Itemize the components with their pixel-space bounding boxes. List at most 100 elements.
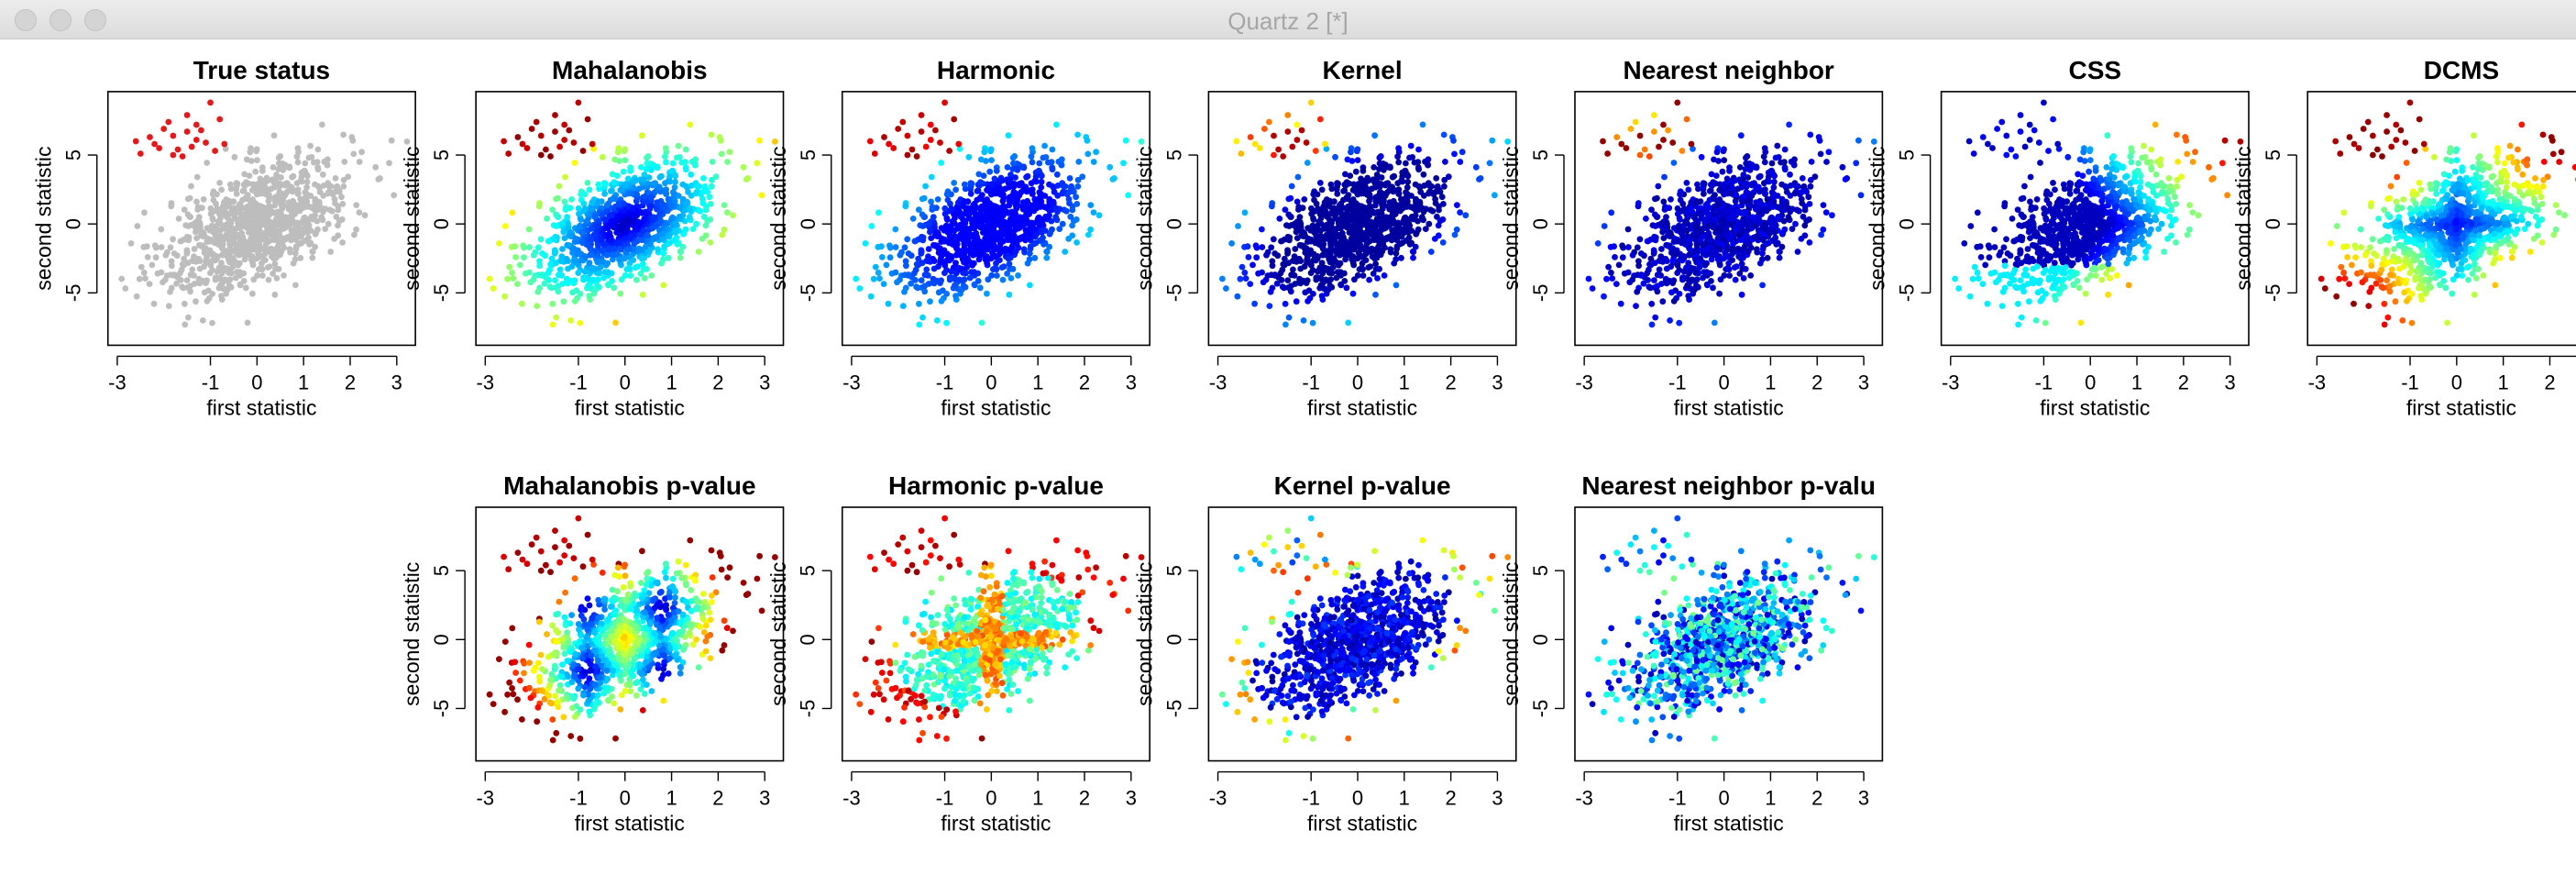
- close-window-button[interactable]: [15, 9, 37, 31]
- data-point: [1271, 132, 1277, 139]
- data-point: [904, 132, 911, 139]
- data-point: [257, 175, 264, 183]
- data-point: [158, 244, 165, 250]
- data-point: [561, 198, 568, 205]
- data-point: [1400, 202, 1407, 209]
- data-point: [528, 126, 535, 132]
- data-point: [918, 247, 925, 254]
- data-point: [982, 256, 989, 263]
- data-point: [999, 177, 1006, 184]
- data-point: [218, 293, 225, 300]
- data-point: [1806, 201, 1813, 207]
- data-point: [501, 223, 509, 229]
- data-point: [628, 190, 634, 197]
- data-point: [591, 265, 599, 272]
- data-point: [1613, 281, 1620, 287]
- data-point: [772, 138, 778, 145]
- window-titlebar: Quartz 2 [*]: [0, 0, 2576, 39]
- data-point: [977, 156, 985, 163]
- minimize-window-button[interactable]: [50, 9, 72, 31]
- data-point: [594, 282, 600, 289]
- data-point: [1425, 161, 1431, 168]
- zoom-window-button[interactable]: [84, 9, 106, 31]
- data-point: [947, 253, 954, 260]
- data-point: [625, 264, 633, 271]
- data-point: [372, 163, 380, 171]
- y-axis-label: second statistic: [766, 147, 790, 291]
- data-point: [1284, 277, 1292, 283]
- data-point: [1472, 163, 1480, 171]
- data-point: [1038, 178, 1045, 185]
- data-point: [958, 248, 965, 254]
- data-point: [583, 218, 590, 225]
- data-point: [958, 265, 965, 272]
- data-point: [209, 291, 216, 297]
- data-point: [1284, 247, 1291, 254]
- data-point: [237, 231, 244, 238]
- data-point: [965, 153, 973, 161]
- data-point: [919, 223, 926, 229]
- data-point: [223, 231, 230, 238]
- data-point: [207, 99, 214, 106]
- data-point: [1737, 255, 1745, 262]
- data-point: [1301, 263, 1308, 270]
- data-point: [226, 198, 234, 205]
- data-point: [984, 290, 990, 297]
- data-point: [1304, 256, 1311, 263]
- data-point: [611, 195, 618, 203]
- data-point: [1348, 149, 1354, 156]
- data-point: [892, 226, 899, 233]
- data-point: [1066, 175, 1073, 182]
- data-point: [982, 239, 989, 246]
- panel-title: Harmonic: [937, 56, 1055, 84]
- data-point: [244, 319, 251, 327]
- data-point: [921, 271, 929, 279]
- x-tick-label: 3: [1126, 371, 1137, 393]
- data-point: [179, 153, 186, 160]
- data-point: [1386, 199, 1393, 206]
- x-tick-label: -1: [936, 371, 954, 393]
- data-point: [1066, 200, 1073, 207]
- data-point: [957, 231, 964, 238]
- data-point: [1323, 231, 1330, 238]
- data-point: [987, 255, 995, 262]
- data-point: [682, 146, 689, 153]
- data-point: [702, 206, 710, 214]
- data-point: [971, 246, 978, 252]
- data-point: [908, 146, 916, 153]
- data-point: [593, 223, 600, 230]
- data-point: [252, 168, 259, 175]
- data-point: [1020, 199, 1027, 206]
- data-point: [1300, 317, 1307, 324]
- data-point: [914, 284, 921, 292]
- data-point: [614, 172, 621, 180]
- data-point: [1027, 243, 1034, 250]
- data-point: [270, 237, 277, 243]
- data-point: [1058, 161, 1065, 168]
- data-point: [1756, 172, 1764, 180]
- data-point: [566, 127, 573, 134]
- data-point: [160, 126, 168, 132]
- data-point: [170, 151, 177, 159]
- data-point: [193, 235, 201, 241]
- data-point: [604, 260, 611, 267]
- data-point: [1251, 300, 1258, 307]
- data-point: [298, 173, 305, 180]
- panel-title: Kernel: [1322, 56, 1402, 84]
- data-point: [1293, 228, 1300, 236]
- data-point: [1291, 258, 1298, 265]
- data-point: [226, 282, 233, 289]
- data-point: [1342, 251, 1349, 259]
- data-point: [1405, 220, 1413, 227]
- data-point: [527, 279, 534, 286]
- data-point: [697, 207, 704, 215]
- data-point: [677, 248, 684, 255]
- data-point: [985, 276, 992, 283]
- data-point: [1281, 284, 1287, 292]
- data-point: [563, 204, 569, 211]
- data-point: [386, 160, 392, 167]
- data-point: [180, 284, 187, 292]
- data-point: [207, 210, 215, 217]
- data-point: [201, 289, 208, 296]
